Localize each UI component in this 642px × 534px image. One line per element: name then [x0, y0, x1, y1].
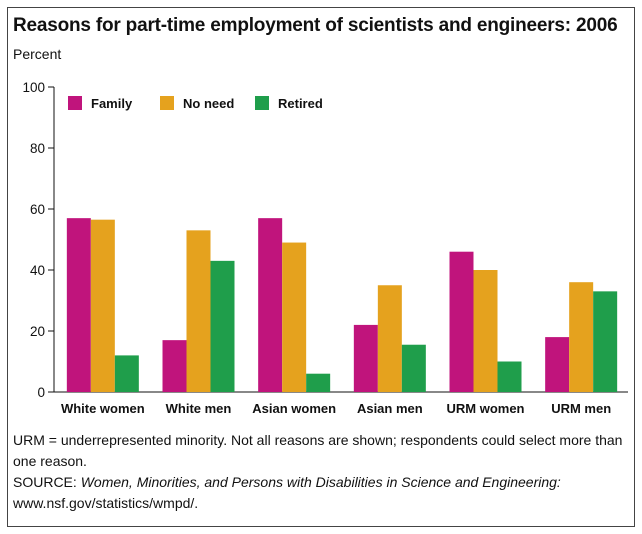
source-note: SOURCE: Women, Minorities, and Persons w… [13, 472, 625, 514]
bar [473, 270, 498, 392]
legend-swatch [68, 96, 82, 110]
x-tick-label: Asian women [252, 401, 336, 416]
x-tick-label: Asian men [357, 401, 423, 416]
y-tick-label: 20 [30, 324, 45, 339]
x-tick-label: URM men [551, 401, 611, 416]
source-url: www.nsf.gov/statistics/wmpd/. [13, 495, 199, 511]
legend-swatch [255, 96, 269, 110]
bar [377, 285, 402, 392]
bar [306, 373, 331, 392]
bar [353, 324, 378, 392]
legend-label: No need [183, 96, 234, 111]
x-tick-label: White men [166, 401, 232, 416]
x-tick-label: White women [61, 401, 145, 416]
bar [545, 337, 570, 392]
legend-label: Retired [278, 96, 323, 111]
bar-chart: 0 20 40 60 80 100 White women White men Asian wo… [22, 80, 628, 416]
bar [186, 230, 211, 392]
y-tick-label: 80 [30, 141, 45, 156]
chart-title: Reasons for part-time employment of scie… [13, 15, 618, 36]
legend: Family No need Retired [68, 96, 323, 111]
bar [66, 218, 91, 392]
y-tick-label: 0 [37, 385, 45, 400]
bar [569, 282, 594, 392]
y-tick-label: 100 [22, 80, 45, 95]
footnote: URM = underrepresented minority. Not all… [13, 432, 623, 469]
y-tick-label: 40 [30, 263, 45, 278]
bar [449, 251, 474, 392]
bar [258, 218, 283, 392]
bar [593, 291, 618, 392]
source-publication: Women, Minorities, and Persons with Disa… [80, 474, 561, 490]
y-tick-label: 60 [30, 202, 45, 217]
bar [282, 242, 307, 392]
bar [114, 355, 139, 392]
bar [162, 340, 187, 392]
bar [90, 219, 115, 392]
legend-swatch [160, 96, 174, 110]
x-tick-label: URM women [447, 401, 525, 416]
bars [66, 218, 618, 392]
bar [210, 260, 235, 392]
axes: 0 20 40 60 80 100 White women White men Asian wo… [22, 80, 628, 416]
bar [401, 344, 426, 392]
source-prefix: SOURCE: [13, 474, 77, 490]
y-axis-label: Percent [13, 46, 62, 62]
legend-label: Family [91, 96, 133, 111]
bar [497, 361, 522, 392]
